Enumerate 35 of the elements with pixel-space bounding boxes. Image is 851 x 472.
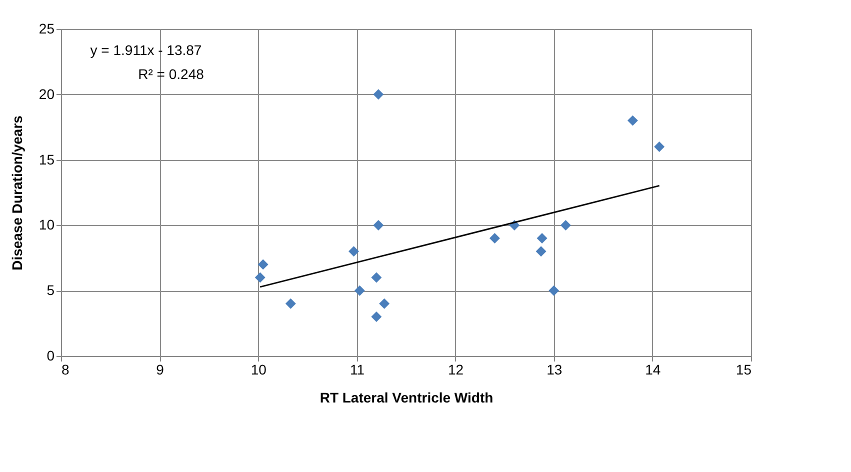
x-tick-label: 8: [62, 362, 70, 378]
point: [627, 115, 638, 126]
x-tick-label: 14: [645, 362, 661, 378]
point: [536, 233, 548, 244]
y-tick-label: 5: [46, 282, 55, 298]
point: [536, 246, 546, 257]
point: [560, 220, 571, 230]
point: [373, 89, 384, 100]
annotation: R² = 0.248: [138, 66, 204, 82]
y-tick-label: 25: [38, 20, 55, 36]
x-tick-label: 10: [250, 362, 267, 378]
point: [371, 312, 382, 322]
point: [371, 272, 382, 283]
y-tick-label: 10: [38, 216, 55, 233]
x-tick-label: 9: [156, 362, 164, 378]
point: [379, 298, 390, 309]
point: [489, 233, 500, 244]
point: [354, 285, 365, 296]
y-axis-title: Disease Duration/years: [8, 115, 25, 270]
x-tick-label: 13: [546, 362, 562, 378]
y-tick-label: 15: [38, 151, 55, 168]
x-axis-title: RT Lateral Ventricle Width: [320, 390, 494, 406]
point: [654, 141, 665, 152]
point: [373, 220, 384, 230]
point: [548, 285, 560, 296]
x-tick-label: 15: [736, 362, 752, 378]
y-tick-label: 20: [38, 86, 55, 102]
point: [285, 298, 296, 309]
x-tick-label: 12: [448, 362, 464, 378]
point: [254, 272, 266, 283]
y-tick-label: 0: [46, 348, 55, 364]
point: [258, 259, 268, 270]
x-tick-label: 11: [350, 362, 365, 378]
annotation: y = 1.911x - 13.87: [90, 42, 202, 58]
point: [348, 246, 359, 257]
